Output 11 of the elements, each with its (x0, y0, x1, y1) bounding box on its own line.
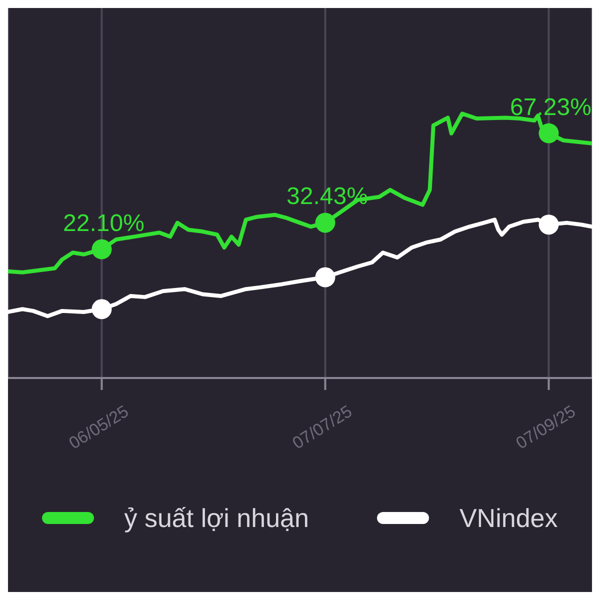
point (538, 214, 559, 235)
data-label: 67.23% (510, 94, 592, 121)
legend-label: VNindex (459, 502, 558, 534)
data-label: 22.10% (63, 210, 144, 237)
data-label: 32.43% (286, 183, 368, 210)
legend-label: ỷ suất lợi nhuận (124, 502, 309, 534)
point (538, 123, 559, 144)
point (92, 299, 112, 320)
point (315, 267, 336, 288)
point (92, 239, 112, 260)
point (315, 212, 336, 233)
